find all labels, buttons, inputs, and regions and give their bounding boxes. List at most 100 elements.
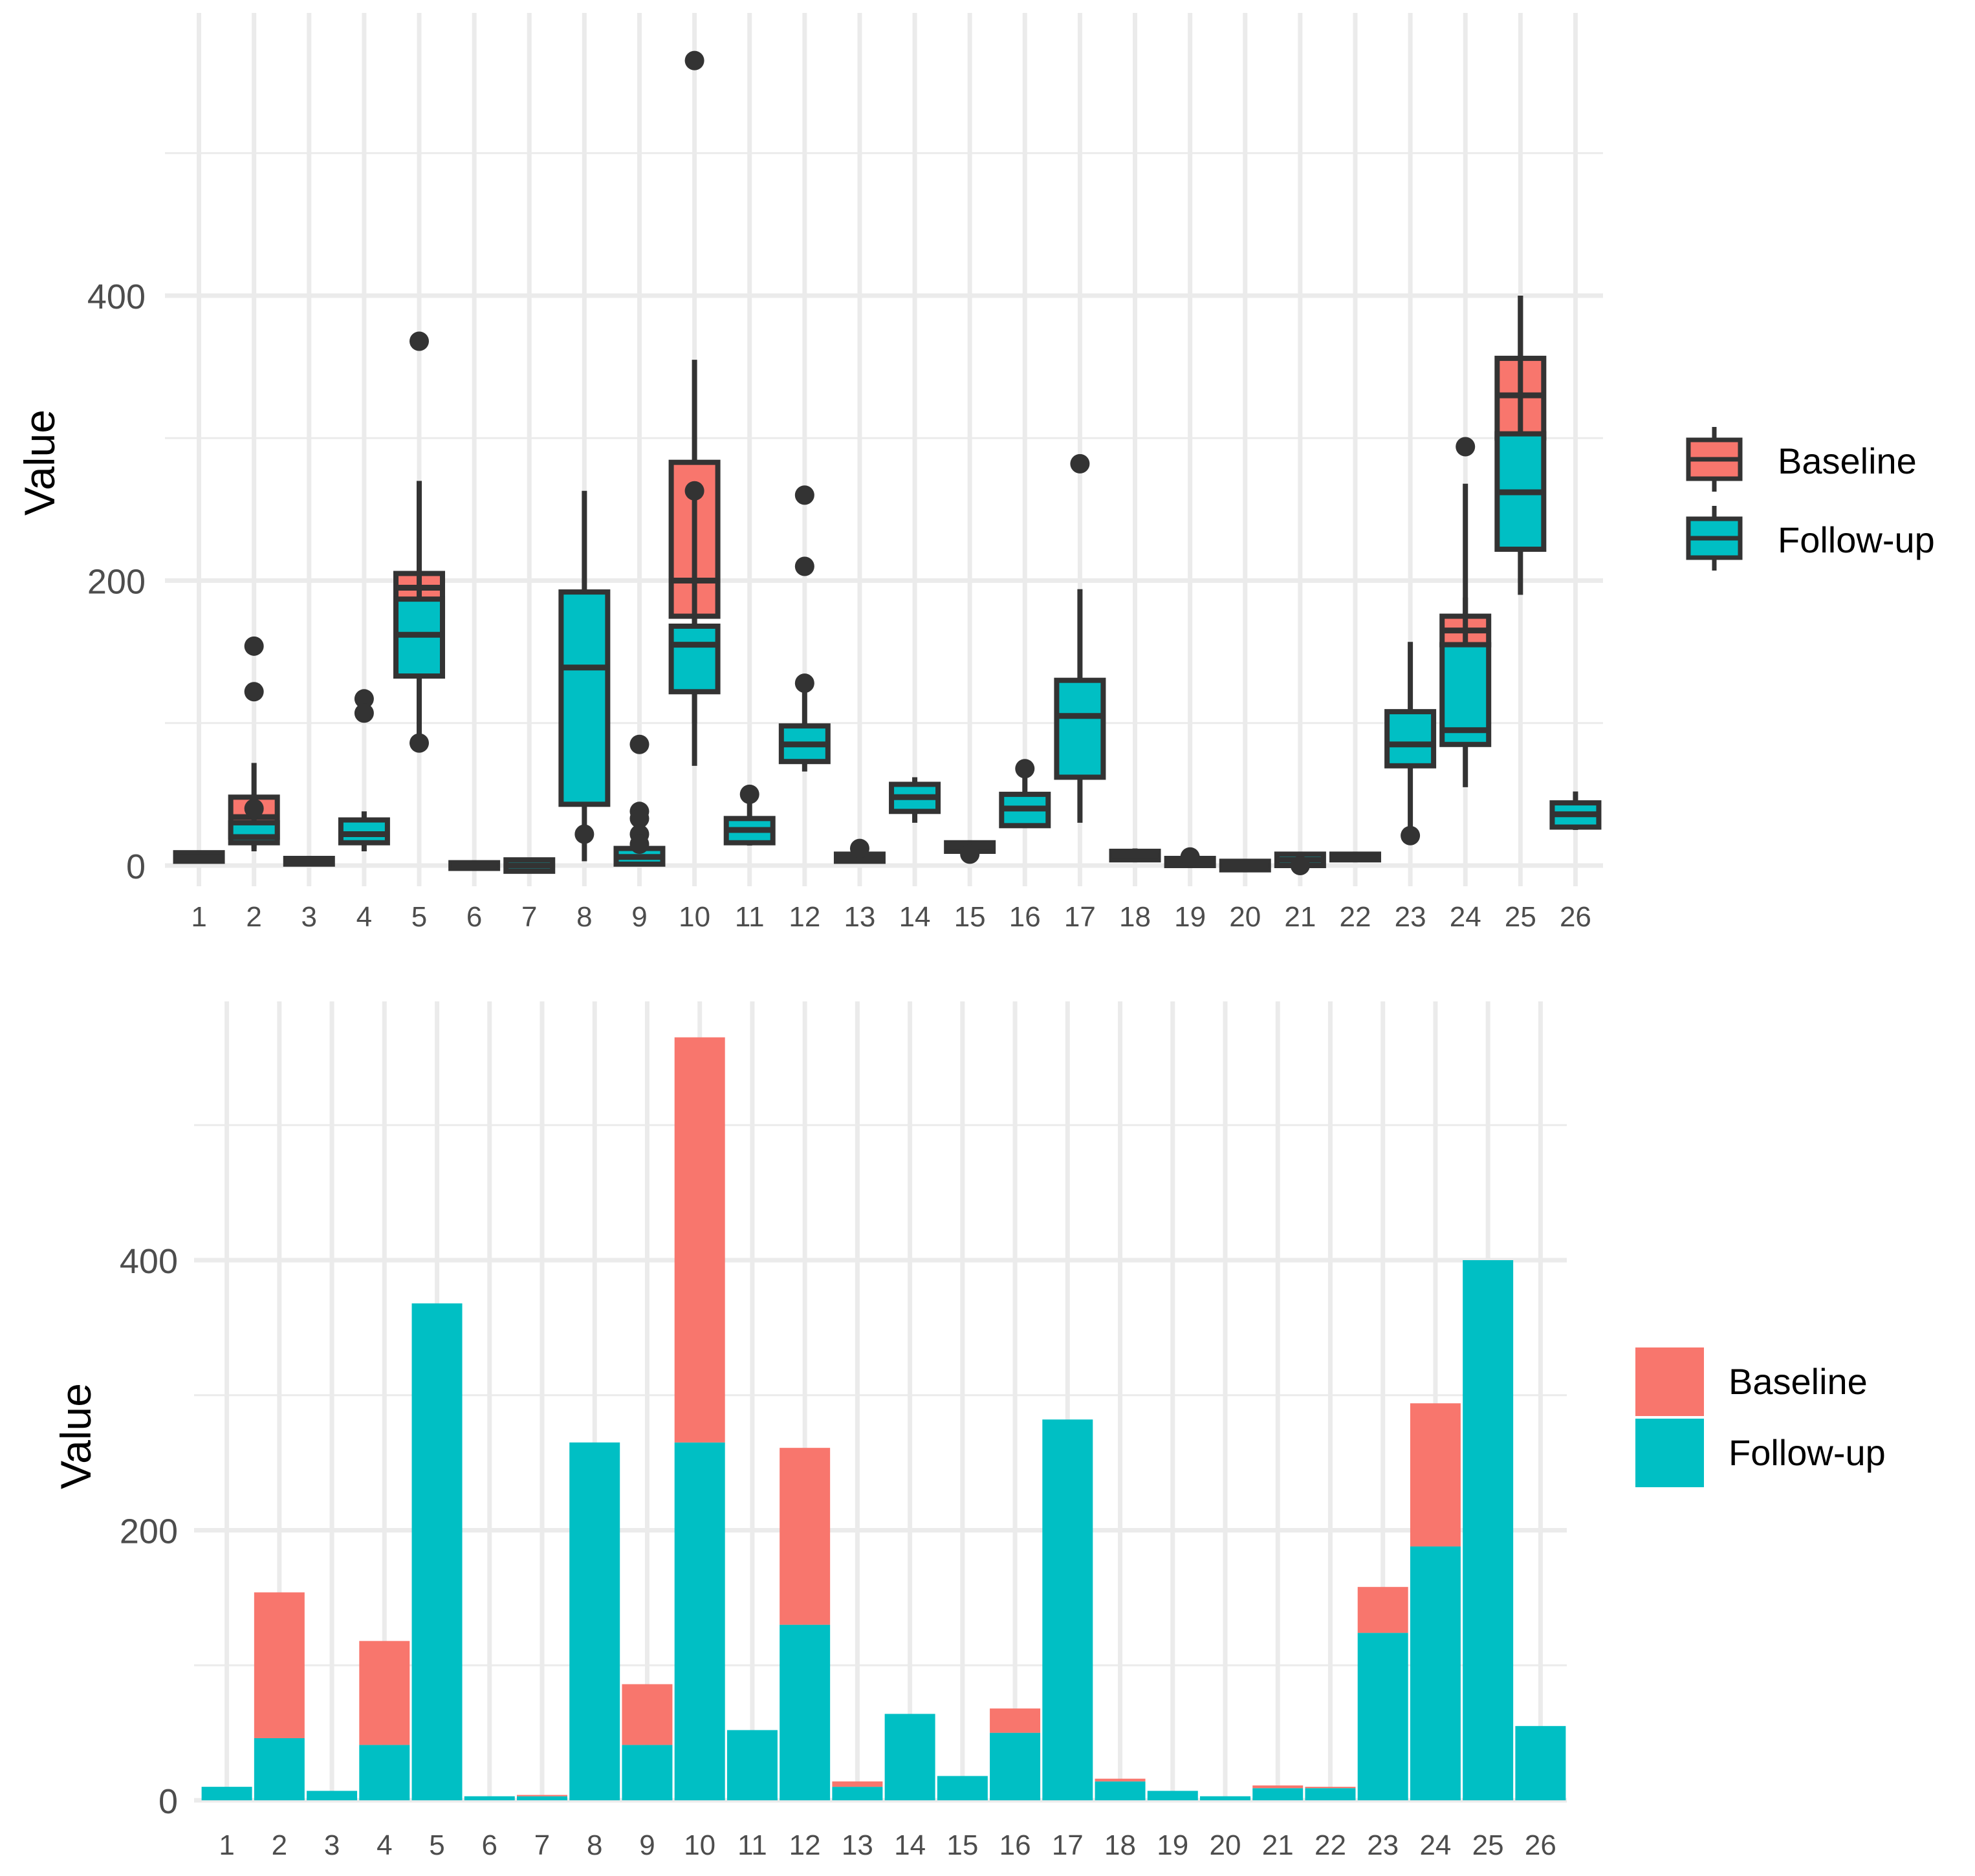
x-tick-label: 10 (679, 901, 710, 933)
outlier-point (739, 784, 759, 804)
bar-followup (780, 1624, 831, 1800)
x-tick-label: 4 (356, 901, 372, 933)
outlier-point (629, 834, 649, 854)
outlier-point (354, 689, 374, 709)
legend-label: Follow-up (1729, 1432, 1886, 1473)
legend-item-baseline: Baseline (1635, 1347, 1868, 1416)
box-body (668, 623, 721, 695)
legend-item-followup: Follow-up (1635, 1419, 1886, 1487)
x-tick-label: 7 (521, 901, 537, 933)
bar-baseline (517, 1794, 567, 1796)
x-tick-label: 4 (376, 1829, 392, 1861)
x-tick-label: 23 (1367, 1829, 1399, 1861)
x-tick-label: 17 (1052, 1829, 1084, 1861)
bar-followup (411, 1303, 463, 1800)
x-tick-label: 3 (324, 1829, 340, 1861)
followup-box (778, 683, 831, 772)
followup-box (1549, 791, 1602, 830)
bar-baseline (1410, 1403, 1461, 1547)
bar-followup (622, 1745, 673, 1800)
y-tick-label: 0 (158, 1782, 178, 1821)
x-tick-label: 5 (429, 1829, 444, 1861)
bar-baseline (780, 1448, 831, 1625)
legend-key-swatch (1635, 1419, 1704, 1487)
bar-followup (201, 1787, 252, 1800)
x-tick-label: 18 (1104, 1829, 1136, 1861)
outlier-point (1070, 453, 1090, 474)
outlier-point (684, 481, 704, 501)
followup-box (1219, 858, 1271, 873)
x-tick-label: 23 (1395, 901, 1426, 933)
x-tick-label: 26 (1525, 1829, 1556, 1861)
outlier-point (849, 838, 869, 858)
bar-baseline (990, 1708, 1041, 1733)
x-tick-label: 22 (1340, 901, 1371, 933)
box-body (1054, 677, 1106, 780)
outlier-point (409, 733, 430, 753)
bar-x-ticks: 1 2 3 4 5 6 7 8 9 10 11 12 13 14 15 16 17 18 19 20 21 22 23 24 2… (219, 1829, 1556, 1861)
x-tick-label: 8 (587, 1829, 602, 1861)
followup-box (1494, 296, 1547, 595)
followup-box (448, 860, 501, 871)
x-tick-label: 11 (735, 901, 765, 933)
outlier-point (1401, 825, 1421, 845)
bar-followup (832, 1787, 883, 1800)
outlier-point (794, 485, 814, 505)
x-tick-label: 13 (844, 901, 875, 933)
y-tick-label: 0 (126, 847, 146, 886)
x-tick-label: 5 (411, 901, 427, 933)
followup-box (283, 855, 335, 867)
followup-box (1439, 597, 1492, 787)
x-tick-label: 24 (1450, 901, 1481, 933)
x-tick-label: 7 (534, 1829, 550, 1861)
outlier-point (794, 673, 814, 693)
bar-followup (359, 1745, 410, 1800)
x-tick-label: 13 (842, 1829, 873, 1861)
x-tick-label: 19 (1174, 901, 1206, 933)
followup-box (668, 490, 721, 766)
x-tick-label: 6 (482, 1829, 497, 1861)
x-tick-label: 20 (1229, 901, 1261, 933)
followup-box (889, 777, 941, 823)
x-tick-label: 6 (466, 901, 482, 933)
bar-legend: Baseline Follow-up (1635, 1347, 1886, 1487)
x-tick-label: 2 (272, 1829, 287, 1861)
legend-item-baseline: Baseline (1686, 427, 1917, 492)
bar-baseline (832, 1781, 883, 1787)
x-tick-label: 22 (1315, 1829, 1346, 1861)
x-tick-label: 26 (1560, 901, 1591, 933)
boxplot-x-ticks: 1 2 3 4 5 6 7 8 9 10 11 12 13 14 15 16 17 18 19 20 21 22 23 24 2… (191, 901, 1591, 933)
x-tick-label: 8 (576, 901, 592, 933)
outlier-point (1015, 759, 1035, 779)
bar-followup (1410, 1546, 1461, 1800)
x-tick-label: 12 (789, 1829, 821, 1861)
x-tick-label: 2 (246, 901, 261, 933)
followup-box (723, 794, 776, 846)
bar-followup (1305, 1788, 1356, 1800)
x-tick-label: 16 (1009, 901, 1041, 933)
boxplot-marks (173, 50, 1602, 875)
x-tick-label: 1 (219, 1829, 234, 1861)
bar-baseline (1095, 1778, 1146, 1782)
x-tick-label: 14 (894, 1829, 926, 1861)
bar-followup (1200, 1796, 1250, 1800)
legend-label: Baseline (1729, 1361, 1868, 1402)
y-tick-label: 200 (87, 563, 146, 602)
bar-followup (1095, 1781, 1146, 1800)
boxplot-legend: Baseline Follow-up (1686, 427, 1935, 571)
bar-followup (1357, 1633, 1408, 1800)
bar-followup (569, 1442, 620, 1800)
followup-box (1384, 642, 1437, 837)
followup-box (338, 811, 390, 851)
x-tick-label: 20 (1210, 1829, 1241, 1861)
followup-box (1109, 848, 1161, 863)
followup-box (1054, 589, 1106, 823)
bar-followup (1463, 1260, 1514, 1800)
bar-baseline (1252, 1785, 1304, 1789)
bar-y-ticks: 0 200 400 (120, 1242, 178, 1821)
x-tick-label: 25 (1472, 1829, 1504, 1861)
outlier-point (409, 331, 430, 351)
